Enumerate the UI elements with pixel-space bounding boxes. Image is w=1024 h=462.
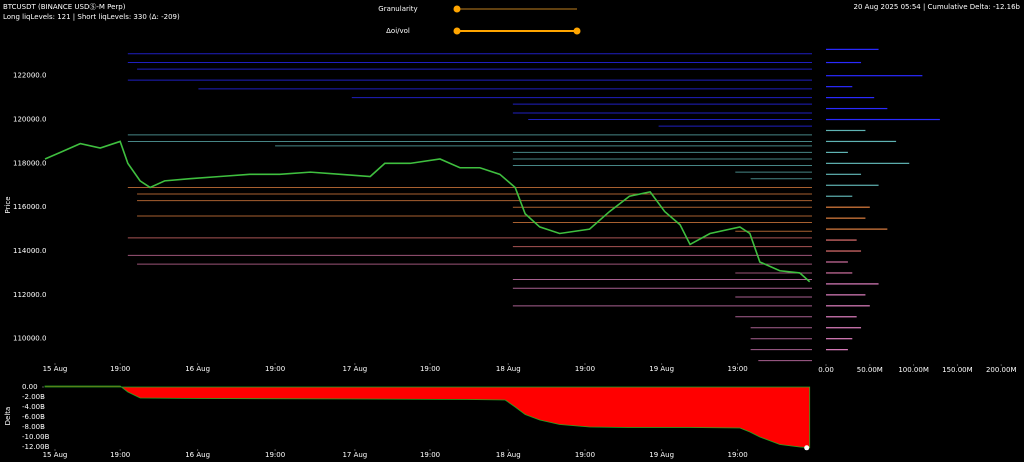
- volume-bar: [826, 228, 888, 230]
- y-tick-label: 116000.0: [13, 203, 46, 211]
- y-tick-label: -12.00B: [22, 443, 50, 451]
- volume-bar: [826, 129, 866, 132]
- x-tick-label: 19:00: [575, 451, 595, 459]
- volume-bar: [826, 173, 862, 175]
- x-tick-label: 15 Aug: [43, 451, 68, 459]
- x-tick-label: 19:00: [110, 365, 130, 373]
- volume-bar: [826, 316, 857, 318]
- x-tick-label: 150.00M: [942, 366, 973, 374]
- delta-end: [804, 445, 810, 451]
- volume-bar: [826, 338, 853, 340]
- y-tick-label: 120000.0: [13, 116, 46, 124]
- volume-bar: [826, 184, 879, 186]
- x-tick-label: 50.00M: [857, 366, 883, 374]
- status: 20 Aug 2025 05:54 | Cumulative Delta: -1…: [854, 3, 1021, 11]
- volume-bar: [826, 283, 879, 285]
- volume-bar: [826, 162, 910, 164]
- x-tick-label: 19 Aug: [649, 451, 674, 459]
- volume-bar: [826, 97, 875, 99]
- volume-bar: [826, 107, 888, 110]
- volume-bar: [826, 261, 848, 263]
- y-tick-label: -8.00B: [22, 423, 45, 431]
- x-tick-label: 100.00M: [898, 366, 929, 374]
- volume-bar: [826, 118, 940, 121]
- x-tick-label: 16 Aug: [185, 365, 210, 373]
- x-tick-label: 19:00: [420, 365, 440, 373]
- volume-bar: [826, 272, 853, 274]
- x-tick-label: 19:00: [110, 451, 130, 459]
- volume-bar: [826, 151, 848, 153]
- x-tick-label: 18 Aug: [496, 451, 521, 459]
- volume-bar: [826, 195, 853, 197]
- y-tick-label: 118000.0: [13, 159, 46, 167]
- x-tick-label: 19:00: [420, 451, 440, 459]
- y-tick-label: -6.00B: [22, 413, 45, 421]
- y-axis-label: Delta: [4, 407, 12, 426]
- x-tick-label: 18 Aug: [496, 365, 521, 373]
- volume-bar: [826, 140, 897, 143]
- symbol: BTCUSDT (BINANCE USDⓈ-M Perp): [3, 3, 126, 11]
- oi-knob-low[interactable]: [453, 27, 461, 35]
- volume-bar: [826, 305, 870, 307]
- x-tick-label: 17 Aug: [342, 365, 367, 373]
- granularity-knob[interactable]: [453, 5, 461, 13]
- x-tick-label: 19:00: [265, 451, 285, 459]
- y-tick-label: 114000.0: [13, 247, 46, 255]
- volume-bar: [826, 75, 923, 77]
- x-tick-label: 15 Aug: [43, 365, 68, 373]
- volume-bar: [826, 61, 862, 64]
- volume-bar: [826, 239, 857, 241]
- y-tick-label: 122000.0: [13, 72, 46, 80]
- x-tick-label: 19 Aug: [649, 365, 674, 373]
- volume-bar: [826, 86, 853, 88]
- x-tick-label: 19:00: [728, 365, 748, 373]
- price-line: [44, 140, 811, 283]
- volume-bar: [826, 327, 862, 329]
- y-axis-label: Price: [4, 196, 12, 213]
- levels-info: Long liqLevels: 121 | Short liqLevels: 3…: [3, 13, 180, 21]
- x-tick-label: 16 Aug: [185, 451, 210, 459]
- volume-bar: [826, 48, 879, 50]
- y-tick-label: -4.00B: [22, 403, 45, 411]
- volume-bar: [826, 206, 870, 208]
- y-tick-label: 110000.0: [13, 335, 46, 343]
- oi-knob-high[interactable]: [573, 27, 581, 35]
- oi-label: Δoi/vol: [386, 27, 410, 35]
- x-tick-label: 200.00M: [986, 366, 1017, 374]
- y-tick-label: 112000.0: [13, 291, 46, 299]
- x-tick-label: 0.00: [818, 366, 834, 374]
- x-tick-label: 17 Aug: [342, 451, 367, 459]
- volume-bar: [826, 294, 866, 296]
- volume-bar: [826, 250, 862, 252]
- volume-bar: [826, 217, 866, 219]
- delta-area: [44, 385, 811, 449]
- y-tick-label: -10.00B: [22, 433, 50, 441]
- x-tick-label: 19:00: [265, 365, 285, 373]
- y-tick-label: -2.00B: [22, 393, 45, 401]
- y-tick-label: 0.00: [22, 383, 38, 391]
- volume-bar: [826, 349, 848, 351]
- granularity-label: Granularity: [378, 5, 417, 13]
- x-tick-label: 19:00: [575, 365, 595, 373]
- x-tick-label: 19:00: [728, 451, 748, 459]
